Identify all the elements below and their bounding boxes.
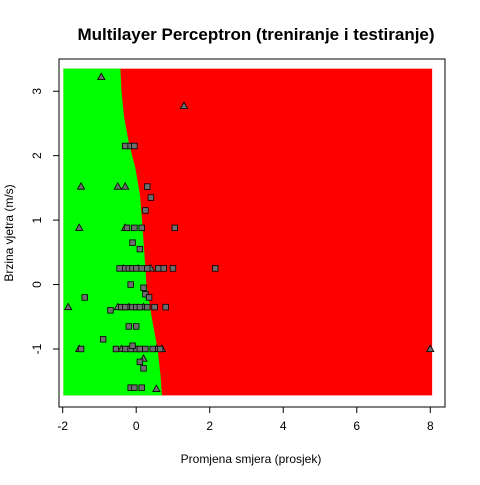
point-square (131, 384, 138, 391)
point-square (156, 345, 164, 353)
point-square (112, 345, 120, 353)
point-triangle (74, 223, 84, 231)
chart-title: Multilayer Perceptron (treniranje i test… (77, 25, 434, 44)
point-square (136, 245, 144, 253)
point-square (121, 142, 129, 150)
point-square (138, 384, 145, 391)
point-square (136, 345, 144, 353)
y-tick-label: 0 (30, 281, 44, 288)
x-tick-label: 2 (206, 419, 213, 433)
y-axis: -1 0 1 2 3 (30, 88, 60, 354)
point-square (77, 345, 85, 353)
point-square (138, 224, 145, 232)
point-square (171, 224, 178, 232)
point-square (144, 183, 151, 190)
point-triangle (63, 302, 73, 311)
point-triangle (96, 72, 106, 81)
point-square (149, 345, 156, 353)
point-square (142, 207, 149, 214)
y-tick-label: 3 (30, 88, 44, 95)
point-square (132, 265, 140, 272)
point-square (147, 194, 155, 201)
point-triangle (426, 344, 435, 353)
point-square (162, 303, 169, 311)
y-tick-label: 1 (30, 216, 44, 223)
x-tick-label: 8 (427, 419, 434, 433)
point-square (129, 239, 136, 246)
point-square (144, 265, 151, 272)
point-square (99, 336, 107, 343)
point-square (81, 294, 88, 301)
point-square (160, 265, 167, 272)
point-square (142, 291, 149, 298)
data-points (63, 72, 435, 392)
point-square (107, 307, 114, 314)
decision-regions (63, 68, 433, 396)
x-tick-label: 4 (280, 419, 287, 433)
point-triangle (152, 384, 161, 392)
y-tick-label: 2 (30, 152, 44, 159)
point-square (123, 224, 131, 232)
point-square (145, 294, 153, 301)
x-axis: -2 0 2 4 6 8 (57, 406, 434, 433)
point-square (116, 265, 123, 272)
x-tick-label: 6 (353, 419, 360, 433)
point-triangle (113, 181, 123, 190)
point-square (131, 224, 138, 232)
point-square (151, 303, 158, 311)
point-square (212, 265, 219, 272)
x-tick-label: -2 (57, 419, 68, 433)
point-square (138, 265, 145, 272)
region-green (63, 68, 162, 396)
y-axis-label: Brzina vjetra (m/s) (2, 184, 16, 281)
point-square (155, 265, 162, 272)
point-square (140, 284, 147, 291)
x-axis-label: Promjena smjera (prosjek) (181, 452, 322, 466)
y-tick-label: -1 (30, 343, 44, 354)
x-tick-label: 0 (133, 419, 140, 433)
point-square (121, 345, 129, 353)
point-square (121, 303, 129, 311)
point-square (169, 265, 177, 272)
point-square (142, 345, 149, 353)
point-square (132, 323, 140, 330)
point-triangle (76, 181, 86, 190)
point-square (140, 365, 147, 372)
point-square (144, 303, 151, 311)
point-square (125, 323, 133, 330)
point-square (127, 281, 134, 288)
point-square (136, 303, 144, 311)
point-square (136, 358, 144, 366)
point-square (129, 342, 136, 349)
point-square (131, 142, 138, 150)
point-triangle (179, 101, 189, 110)
point-triangle (120, 181, 130, 190)
